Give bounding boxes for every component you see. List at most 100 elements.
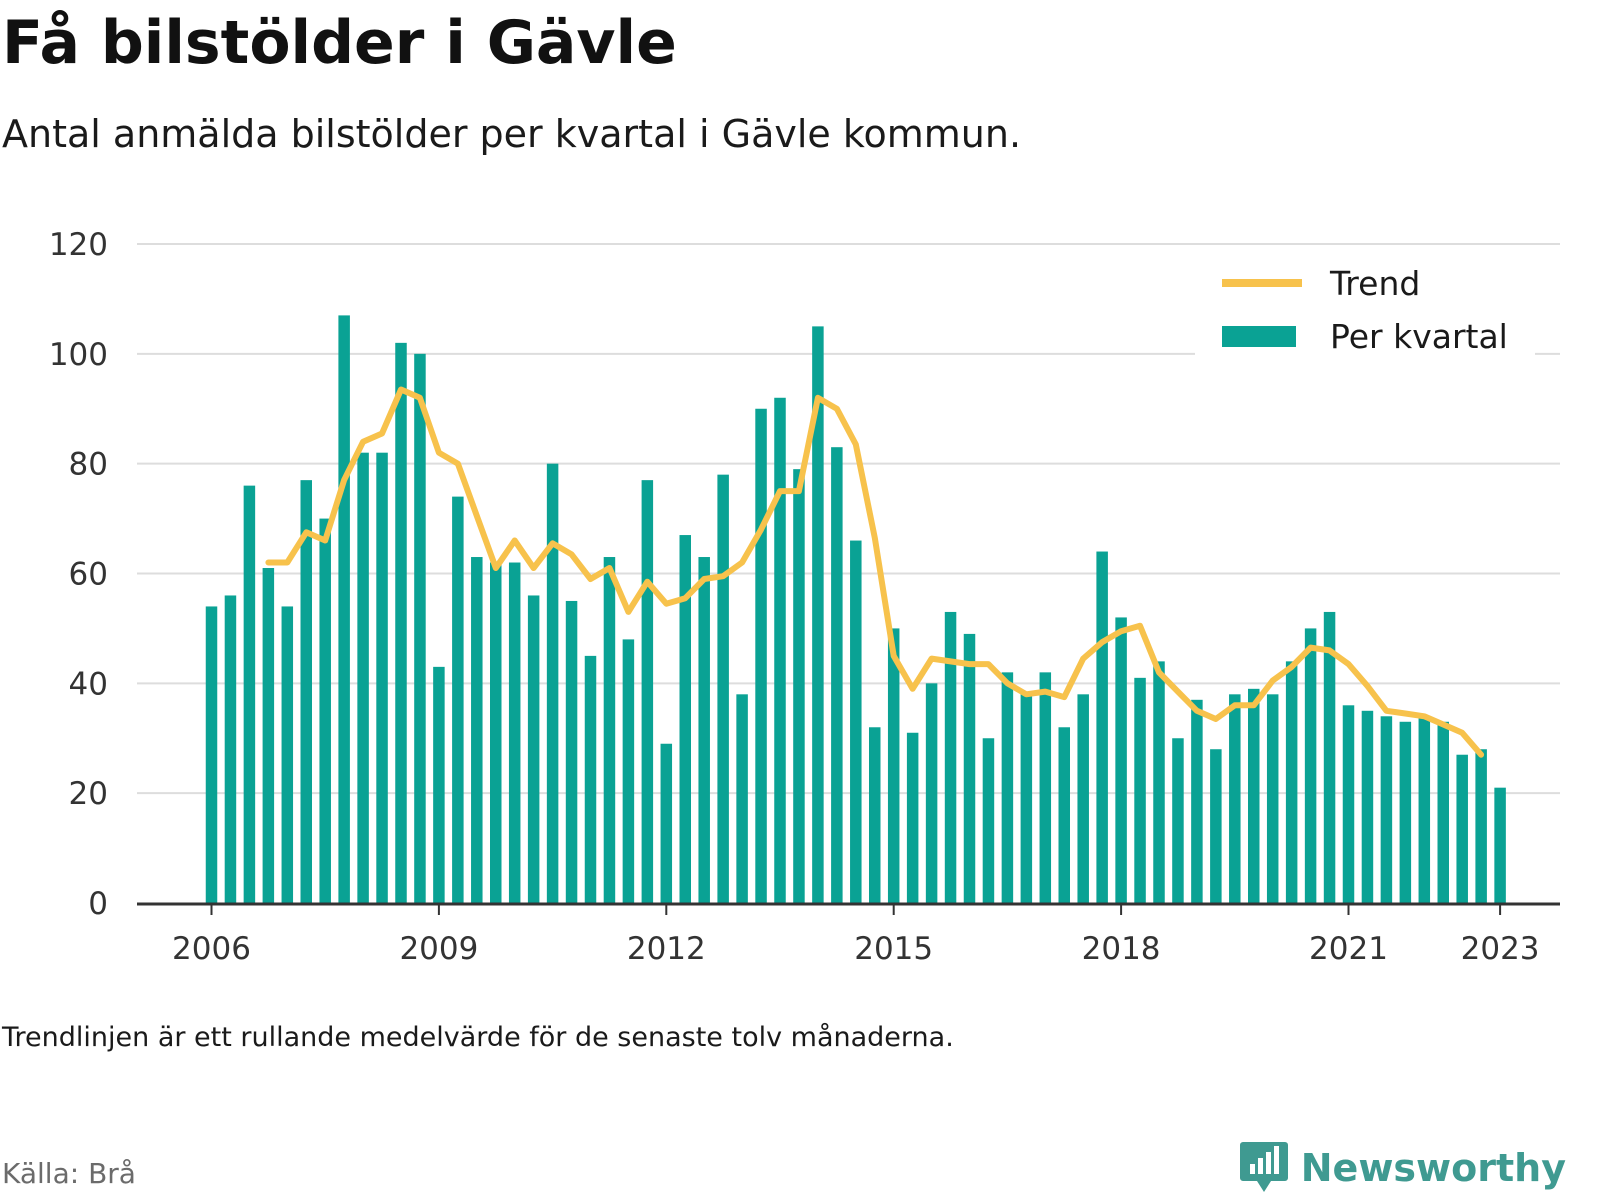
- bar: [338, 315, 350, 903]
- x-tick-label: 2018: [1082, 931, 1161, 967]
- bar: [774, 397, 786, 903]
- bar: [1494, 787, 1506, 903]
- source-credit: Källa: Brå: [2, 1157, 136, 1190]
- bar: [546, 463, 559, 903]
- bar: [1039, 672, 1052, 903]
- bar: [471, 557, 483, 903]
- y-tick-label: 80: [69, 447, 108, 483]
- bar: [660, 743, 673, 903]
- bar: [1475, 749, 1487, 903]
- y-tick-label: 40: [69, 666, 108, 702]
- bar: [1153, 661, 1165, 903]
- x-axis: 2006 2009 2012 2015 2018 2021 2023: [137, 902, 1560, 967]
- trend-line-series: [265, 386, 1485, 758]
- bar: [944, 611, 957, 903]
- chart-subtitle: Antal anmälda bilstölder per kvartal i G…: [2, 112, 1022, 156]
- bar: [906, 732, 919, 903]
- bar: [205, 606, 218, 903]
- bar: [1229, 694, 1241, 903]
- bar: [1342, 705, 1355, 903]
- bar: [376, 452, 388, 903]
- bar: [755, 408, 767, 903]
- bar: [1077, 694, 1089, 903]
- x-tick-label: 2015: [854, 931, 933, 967]
- bar: [1058, 727, 1070, 903]
- bar: [1323, 611, 1336, 903]
- brand-name: Newsworthy: [1300, 1146, 1566, 1190]
- trend-line: [265, 386, 1485, 758]
- legend-label-per-kvartal: Per kvartal: [1330, 317, 1508, 356]
- bar: [395, 342, 407, 904]
- legend-label-trend: Trend: [1329, 264, 1420, 303]
- bar: [736, 694, 748, 903]
- bar: [850, 540, 862, 903]
- bar: [679, 535, 691, 903]
- bar: [793, 469, 805, 903]
- bar: [887, 628, 900, 903]
- bar: [1304, 628, 1317, 903]
- bar: [508, 562, 521, 903]
- bar: [319, 518, 331, 903]
- bar: [1399, 721, 1412, 903]
- bar: [300, 480, 312, 903]
- x-tick-label: 2021: [1309, 931, 1388, 967]
- bar: [527, 595, 540, 903]
- bar: [1020, 694, 1033, 903]
- bar: [1172, 738, 1184, 903]
- brand-logo: Newsworthy: [1239, 1140, 1566, 1196]
- bar: [357, 452, 369, 903]
- trend-footnote: Trendlinjen är ett rullande medelvärde f…: [2, 1022, 954, 1053]
- y-tick-label: 60: [69, 557, 108, 593]
- bar: [1437, 721, 1449, 903]
- bar-chart-badge-icon: [1239, 1142, 1288, 1192]
- chart-legend: Trend Per kvartal: [1195, 252, 1535, 356]
- x-tick-label: 2006: [172, 931, 251, 967]
- bar: [603, 557, 616, 903]
- bar-line-chart: 0 20 40 60 80 100 120 2006 2009 2012 2015 2018 2021…: [49, 227, 1560, 967]
- y-tick-label: 20: [69, 776, 108, 812]
- bar: [1001, 672, 1014, 903]
- x-tick-label: 2012: [627, 931, 706, 967]
- bar: [414, 353, 426, 903]
- bar: [452, 496, 464, 903]
- bar: [433, 666, 445, 903]
- bar-series-per-kvartal: [205, 315, 1506, 904]
- bar: [1285, 661, 1298, 903]
- bar: [982, 738, 995, 903]
- bar: [1380, 716, 1393, 903]
- bar: [831, 447, 843, 903]
- grid-lines: [137, 243, 1560, 795]
- bar: [869, 727, 881, 903]
- bar: [622, 639, 635, 903]
- y-axis-ticks: 0 20 40 60 80 100 120: [49, 227, 108, 922]
- chart-title: Få bilstölder i Gävle: [2, 8, 677, 78]
- bar: [262, 568, 275, 903]
- bar: [641, 480, 654, 903]
- y-tick-label: 100: [49, 337, 108, 373]
- y-tick-label: 120: [49, 227, 108, 263]
- bar: [812, 326, 824, 903]
- bar: [1248, 688, 1260, 903]
- bar: [1456, 754, 1468, 903]
- bar: [281, 606, 294, 903]
- bar: [243, 485, 256, 903]
- bar: [1191, 699, 1203, 903]
- y-tick-label: 0: [88, 886, 108, 922]
- bar: [1115, 617, 1127, 903]
- bar: [925, 683, 938, 903]
- x-tick-label: 2009: [399, 931, 478, 967]
- bar: [490, 562, 502, 903]
- bar: [224, 595, 237, 903]
- legend-bar-swatch: [1222, 326, 1296, 347]
- bar: [1361, 710, 1374, 903]
- bar: [584, 655, 597, 903]
- bar: [963, 633, 976, 903]
- bar: [1418, 716, 1431, 903]
- bar: [1210, 749, 1222, 903]
- bar: [1134, 677, 1146, 903]
- bar: [1266, 694, 1279, 903]
- bar: [717, 474, 729, 903]
- x-tick-label: 2023: [1461, 931, 1540, 967]
- bar: [565, 600, 578, 903]
- bar: [1096, 551, 1108, 903]
